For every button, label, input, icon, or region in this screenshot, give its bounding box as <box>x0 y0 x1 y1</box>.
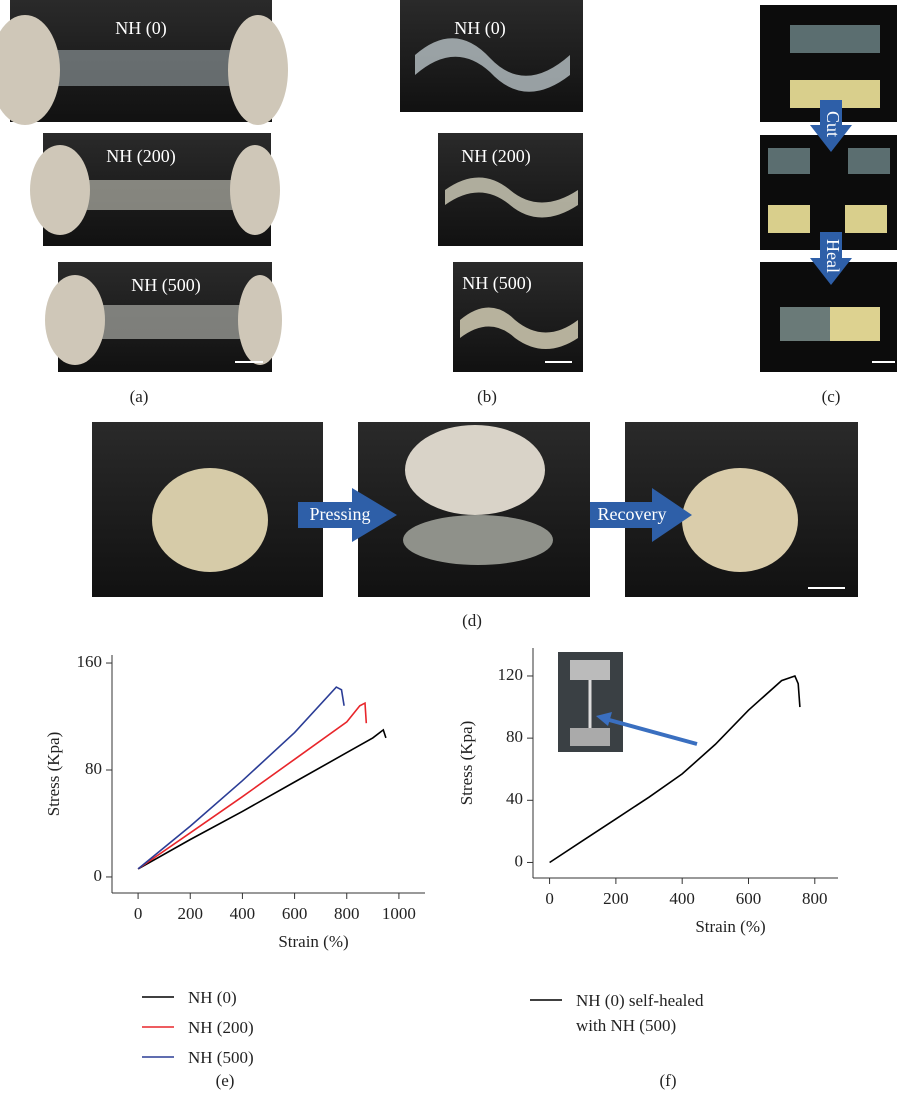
x-tick-label: 0 <box>545 889 554 908</box>
x-tick-label: 1000 <box>382 904 416 923</box>
y-axis-title: Stress (Kpa) <box>457 721 476 806</box>
legend-label: NH (200) <box>188 1015 328 1040</box>
photo-label: NH (200) <box>106 146 176 167</box>
y-tick-label: 0 <box>515 851 524 870</box>
x-tick-label: 400 <box>669 889 695 908</box>
figure-svg: NH (0) NH (200) NH (500) NH (0) NH (200)… <box>0 0 897 1093</box>
inset-photo <box>558 652 697 752</box>
x-axis-title: Strain (%) <box>695 917 765 936</box>
x-tick-label: 400 <box>230 904 256 923</box>
arrow-label: Heal <box>823 239 843 273</box>
legend-label: NH (0) self-healed with NH (500) <box>576 988 716 1038</box>
photo-label: NH (500) <box>131 275 201 296</box>
photo-label: NH (500) <box>462 273 532 294</box>
legend-label: NH (0) <box>188 985 328 1010</box>
x-tick-label: 800 <box>334 904 360 923</box>
photo-a: NH (0) NH (200) NH (500) <box>0 0 288 372</box>
photo-c: Cut Heal <box>760 5 897 372</box>
x-tick-label: 600 <box>282 904 308 923</box>
x-tick-label: 0 <box>134 904 143 923</box>
x-tick-label: 200 <box>178 904 204 923</box>
panel-label: (b) <box>477 387 497 406</box>
y-tick-label: 120 <box>498 665 524 684</box>
panel-label: (c) <box>822 387 841 406</box>
arrow-label: Cut <box>823 111 843 137</box>
panel-label: (d) <box>462 611 482 630</box>
data-line <box>138 730 386 869</box>
x-tick-label: 800 <box>802 889 828 908</box>
panel-label: (f) <box>660 1071 677 1090</box>
y-axis-title: Stress (Kpa) <box>44 732 63 817</box>
x-tick-label: 600 <box>736 889 762 908</box>
y-tick-label: 160 <box>77 652 103 671</box>
photo-b: NH (0) NH (200) NH (500) <box>400 0 583 372</box>
photo-label: NH (0) <box>115 18 167 39</box>
data-line <box>138 703 366 869</box>
data-line <box>138 687 344 869</box>
y-tick-label: 80 <box>85 759 102 778</box>
photo-label: NH (200) <box>461 146 531 167</box>
figure: NH (0) NH (200) NH (500) NH (0) NH (200)… <box>0 0 897 1093</box>
panel-label: (a) <box>130 387 149 406</box>
x-axis-title: Strain (%) <box>278 932 348 951</box>
y-tick-label: 40 <box>506 789 523 808</box>
y-tick-label: 80 <box>506 727 523 746</box>
legend-label: NH (500) <box>188 1045 328 1070</box>
panel-label: (e) <box>216 1071 235 1090</box>
photo-label: NH (0) <box>454 18 506 39</box>
x-tick-label: 200 <box>603 889 629 908</box>
arrow-label: Recovery <box>598 504 667 524</box>
photo-d: Pressing Recovery <box>92 422 858 597</box>
arrow-label: Pressing <box>309 504 370 524</box>
y-tick-label: 0 <box>94 866 103 885</box>
